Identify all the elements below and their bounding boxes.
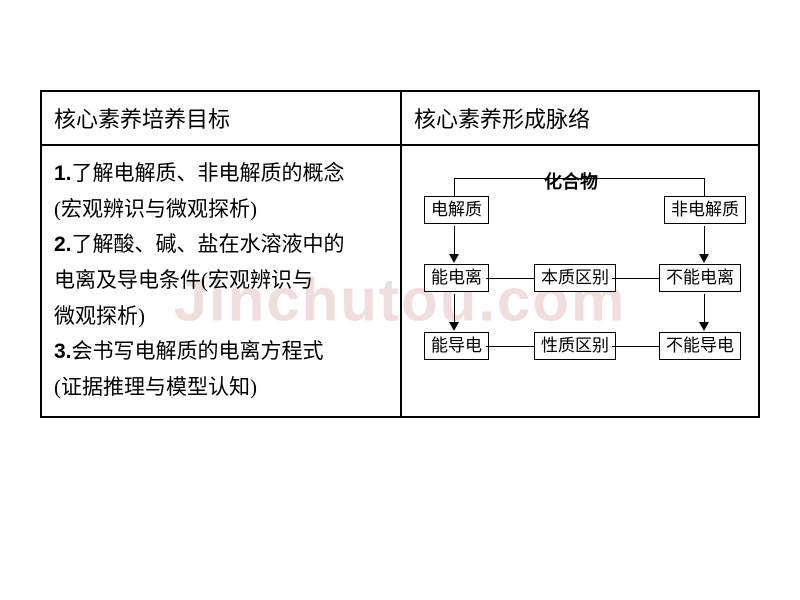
goal-1: 1.了解电解质、非电解质的概念 [54, 156, 388, 192]
goal-2-sub1: 电离及导电条件(宏观辨识与 [54, 263, 388, 299]
goal-3-text: 会书写电解质的电离方程式 [72, 339, 324, 363]
vline-r3 [704, 294, 705, 324]
header-right: 核心素养形成脉络 [401, 91, 759, 145]
goal-1-sub: (宏观辨识与微观探析) [54, 192, 388, 228]
goals-cell: 1.了解电解质、非电解质的概念 (宏观辨识与微观探析) 2.了解酸、碱、盐在水溶… [41, 145, 401, 417]
node-electrolyte: 电解质 [424, 196, 489, 224]
vline-r1 [704, 178, 705, 196]
goal-3: 3.会书写电解质的电离方程式 [54, 334, 388, 370]
goal-3-num: 3. [54, 340, 72, 363]
header-left: 核心素养培养目标 [41, 91, 401, 145]
hline-b-l [486, 346, 534, 347]
hline-top [454, 178, 704, 179]
diagram-title: 化合物 [544, 168, 598, 194]
goal-2-num: 2. [54, 233, 72, 256]
goal-1-text: 了解电解质、非电解质的概念 [72, 161, 345, 185]
flowchart: 化合物 电解质 非电解质 能电离 本质区别 [414, 156, 746, 396]
vline-l3 [454, 294, 455, 324]
slide-page: Jinchutou.com 核心素养培养目标 核心素养形成脉络 1.了解电解质、… [0, 0, 800, 600]
node-can-conduct: 能导电 [424, 332, 489, 360]
node-non-electrolyte: 非电解质 [664, 196, 746, 224]
vline-l1 [454, 178, 455, 196]
hline-b-r [612, 346, 659, 347]
goal-3-sub: (证据推理与模型认知) [54, 370, 388, 406]
arrow-r3 [699, 322, 709, 331]
hline-m-r [612, 278, 659, 279]
node-cannot-conduct: 不能导电 [659, 332, 741, 360]
goal-2: 2.了解酸、碱、盐在水溶液中的 [54, 227, 388, 263]
hline-m-l [486, 278, 534, 279]
header-row: 核心素养培养目标 核心素养形成脉络 [41, 91, 759, 145]
vline-l2 [454, 226, 455, 256]
arrow-r2 [699, 254, 709, 263]
arrow-l2 [449, 254, 459, 263]
goal-2-text: 了解酸、碱、盐在水溶液中的 [72, 232, 345, 256]
content-table: 核心素养培养目标 核心素养形成脉络 1.了解电解质、非电解质的概念 (宏观辨识与… [40, 90, 760, 418]
node-can-ionize: 能电离 [424, 264, 489, 292]
node-essential-diff: 本质区别 [534, 264, 616, 292]
body-row: 1.了解电解质、非电解质的概念 (宏观辨识与微观探析) 2.了解酸、碱、盐在水溶… [41, 145, 759, 417]
arrow-l3 [449, 322, 459, 331]
goal-1-num: 1. [54, 162, 72, 185]
vline-r2 [704, 226, 705, 256]
diagram-cell: 化合物 电解质 非电解质 能电离 本质区别 [401, 145, 759, 417]
node-property-diff: 性质区别 [534, 332, 616, 360]
goal-2-sub2: 微观探析) [54, 299, 388, 335]
node-cannot-ionize: 不能电离 [659, 264, 741, 292]
